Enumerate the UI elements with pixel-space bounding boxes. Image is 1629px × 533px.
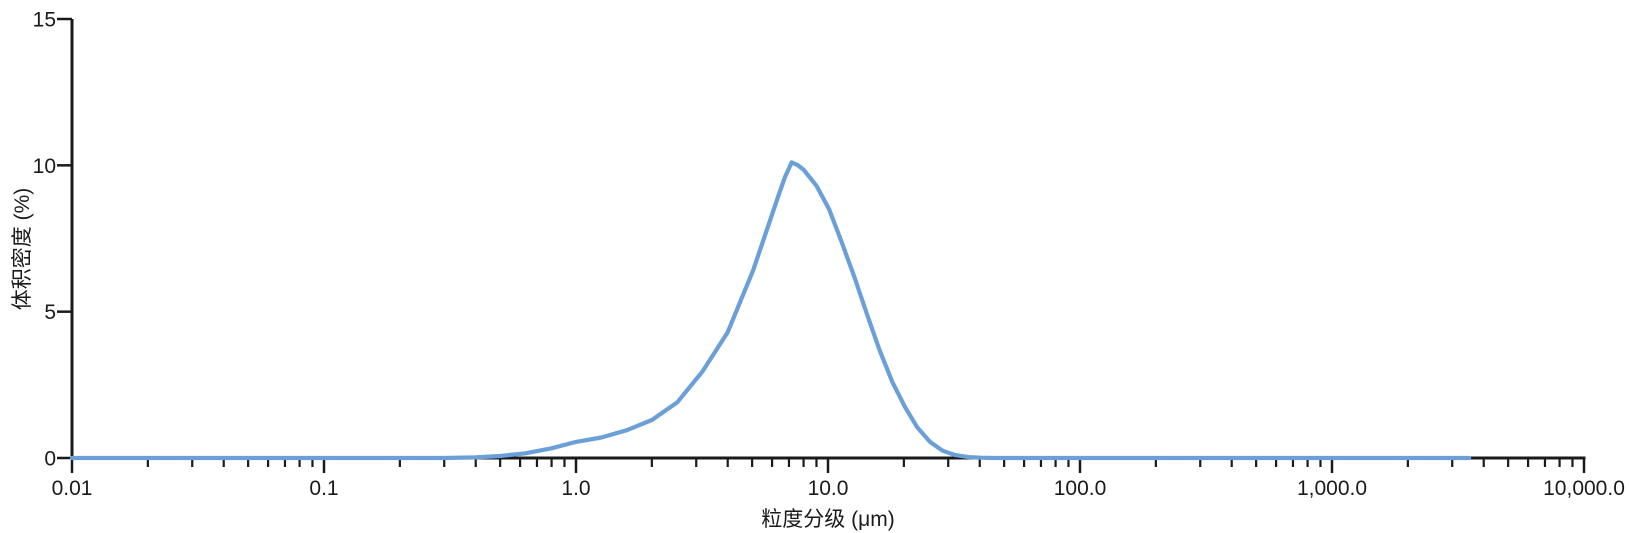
x-tick-label: 0.01	[52, 477, 93, 500]
x-tick-label: 100.0	[1054, 477, 1107, 500]
y-tick-label: 15	[33, 9, 56, 32]
x-tick-label: 1.0	[561, 477, 590, 500]
y-axis-label: 体积密度 (%)	[11, 187, 34, 311]
y-tick-label: 5	[44, 301, 56, 324]
x-tick-label: 10,000.0	[1543, 477, 1625, 500]
volume-density-curve	[69, 160, 1472, 461]
y-tick-label: 10	[33, 155, 56, 178]
x-tick-label: 0.1	[309, 477, 338, 500]
x-tick-label: 10.0	[808, 477, 849, 500]
x-tick-label: 1,000.0	[1297, 477, 1367, 500]
x-axis-label: 粒度分级 (μm)	[761, 508, 895, 531]
y-tick-label: 0	[44, 448, 56, 471]
